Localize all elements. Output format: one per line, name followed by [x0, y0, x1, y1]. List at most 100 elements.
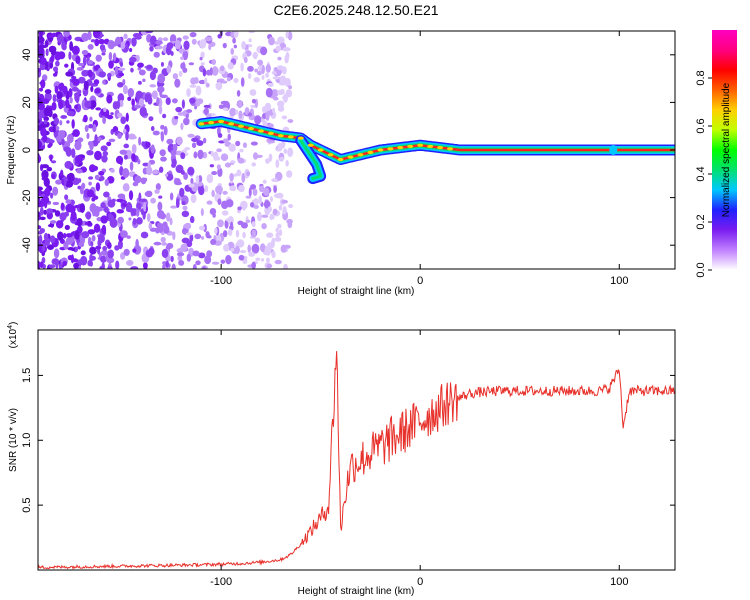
spectrogram-noise-blob: [174, 40, 182, 50]
spectrogram-noise-blob: [117, 93, 125, 103]
spectrogram-noise-blob: [138, 136, 142, 146]
spectrogram-noise-blob: [158, 195, 163, 199]
spectrogram-noise-blob: [65, 98, 70, 109]
spectrogram-noise-blob: [91, 197, 96, 202]
spectrogram-noise-blob: [40, 79, 46, 89]
spectrogram-noise-blob: [77, 137, 84, 143]
spectrogram-noise-blob: [194, 105, 198, 110]
spectrogram-noise-blob: [74, 155, 83, 165]
colorbar-tick-label: 0.2: [695, 214, 707, 229]
spectrogram-noise-blob: [132, 32, 141, 38]
spectrogram-noise-blob: [255, 257, 261, 262]
spectrogram-noise-blob: [68, 51, 72, 60]
colorbar-ticks: 0.0 0.2 0.4 0.6 0.8: [695, 70, 712, 278]
spectrogram-noise-blob: [130, 67, 134, 73]
spectrogram-noise-blob: [137, 92, 144, 97]
spectrogram-noise-blob: [274, 236, 282, 242]
spectrogram-noise-blob: [224, 219, 229, 229]
spectrogram-y-ticks: -40 -20 0 20 40: [21, 49, 675, 253]
spectrogram-noise-blob: [264, 102, 272, 112]
spectrogram-noise-blob: [162, 37, 169, 42]
spectrogram-noise-blob: [159, 149, 166, 157]
spectrogram-noise-blob: [202, 266, 207, 269]
spectrogram-noise-blob: [146, 166, 153, 176]
spectrogram-hotspot: [397, 146, 404, 150]
spectrogram-noise-blob: [183, 117, 190, 126]
spectrogram-noise-blob: [54, 85, 59, 94]
spectrogram-noise-blob: [108, 138, 116, 143]
spectrogram-noise-blob: [62, 260, 68, 267]
spectrogram-noise-blob: [56, 91, 63, 100]
spectrogram-noise-blob: [166, 242, 174, 249]
spectrogram-noise-blob: [159, 82, 165, 87]
spectrogram-noise-blob: [171, 263, 176, 269]
colorbar-tick-label: 0.4: [695, 166, 707, 181]
spectrogram-noise-blob: [148, 222, 153, 230]
spectrogram-noise-blob: [106, 114, 114, 120]
spectrogram-branch-band: [299, 138, 323, 181]
spectrogram-noise-blob: [211, 189, 215, 198]
spectrogram-noise-blob: [95, 107, 102, 111]
spectrogram-noise-blob: [198, 79, 206, 85]
spectrogram-noise-blob: [71, 119, 75, 129]
spectrogram-noise-blob: [190, 77, 197, 85]
spectrogram-noise-blob: [44, 40, 49, 48]
spectrogram-noise-blob: [248, 31, 256, 34]
spectrogram-noise-blob: [38, 119, 41, 124]
spectrogram-noise-blob: [78, 241, 85, 248]
spectrogram-noise-blob: [240, 62, 244, 72]
spectrogram-noise-blob: [46, 244, 55, 250]
spectrogram-noise-blob: [190, 194, 197, 204]
spectrogram-noise-blob: [247, 112, 253, 117]
spectrogram-noise-blob: [101, 154, 108, 163]
spectrogram-noise-blob: [160, 236, 166, 243]
spectrogram-noise-blob: [250, 141, 258, 146]
spectrogram-noise-blob: [43, 119, 48, 125]
spectrogram-noise-blob: [261, 222, 267, 230]
spectrogram-noise-blob: [178, 70, 183, 77]
spectrogram-hotspot: [417, 143, 424, 147]
spectrogram-noise-blob: [229, 107, 237, 117]
spectrogram-hotspot: [198, 122, 205, 126]
spectrogram-noise-blob: [84, 221, 89, 226]
spectrogram-noise-blob: [136, 217, 143, 225]
spectrogram-x-ticks: -100 0 100: [210, 31, 628, 287]
spectrogram-noise-blob: [223, 244, 230, 252]
spectrogram-noise-blob: [126, 260, 134, 266]
spectrogram-noise-blob: [160, 61, 164, 67]
spectrogram-noise-blob: [165, 97, 171, 106]
spectrogram-noise-blob: [251, 162, 257, 167]
spectrogram-noise-blob: [279, 156, 285, 162]
spectrogram-noise-blob: [158, 105, 163, 115]
spectrogram-noise-blob: [122, 168, 130, 178]
spectrogram-noise-blob: [171, 158, 177, 167]
spectrogram-noise-blob: [86, 149, 94, 156]
spectrogram-noise-blob: [63, 232, 67, 239]
spectrogram-noise-blob: [80, 250, 86, 256]
spectrogram-noise-blob: [103, 206, 109, 213]
spectrogram-noise-blob: [238, 110, 243, 119]
spectrogram-noise-blob: [90, 241, 94, 247]
spectrogram-noise-blob: [125, 112, 129, 122]
spectrogram-noise-blob: [103, 107, 107, 112]
spectrogram-noise-blob: [43, 98, 50, 104]
spectrogram-noise-blob: [99, 266, 105, 269]
spectrogram-noise-blob: [107, 40, 115, 50]
spectrogram-noise-blob: [235, 140, 241, 147]
spectrogram-noise-blob: [248, 187, 252, 197]
spectrogram-noise-blob: [90, 39, 96, 43]
spectrogram-noise-blob: [127, 96, 132, 101]
spectrogram-noise-blob: [94, 174, 100, 181]
colorbar-tick-label: 0.6: [695, 118, 707, 133]
snr-y-tick-label: 1.5: [21, 368, 33, 383]
spectrogram-noise-blob: [222, 230, 228, 238]
spectrogram-noise-blob: [254, 115, 262, 125]
spectrogram-noise-blob: [101, 52, 106, 56]
spectrogram-noise-blob: [263, 200, 271, 209]
spectrogram-noise-blob: [38, 186, 43, 191]
spectrogram-y-tick-label: -20: [21, 190, 33, 206]
spectrogram-noise-blob: [275, 227, 280, 233]
spectrogram-noise-blob: [142, 262, 148, 269]
spectrogram-noise-blob: [172, 231, 176, 241]
spectrogram-noise-blob: [74, 230, 80, 240]
